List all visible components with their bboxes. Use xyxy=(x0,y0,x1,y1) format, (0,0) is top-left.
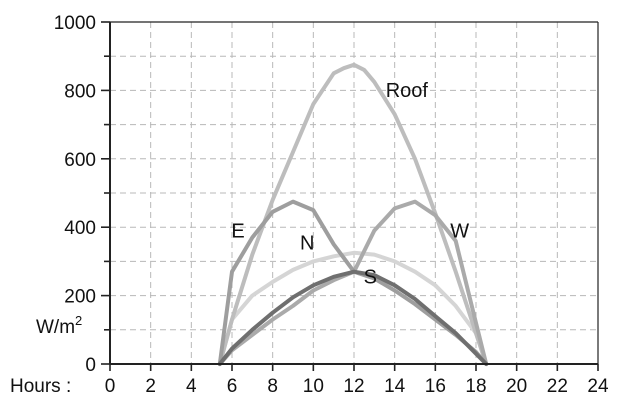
y-axis-label-superscript: 2 xyxy=(75,313,82,328)
x-tick-label: 22 xyxy=(547,376,568,397)
x-tick-label: 10 xyxy=(303,376,324,397)
x-tick-label: 8 xyxy=(267,376,278,397)
y-tick-label: 800 xyxy=(64,81,96,102)
series-label-n: N xyxy=(300,232,314,254)
series-lines xyxy=(217,62,489,366)
x-tick-label: 6 xyxy=(227,376,238,397)
x-tick-label: 16 xyxy=(425,376,446,397)
x-tick-label: 2 xyxy=(145,376,156,397)
series-line-roof xyxy=(217,62,489,366)
series-line-n xyxy=(217,250,489,366)
x-tick-label: 12 xyxy=(343,376,364,397)
y-tick-label: 400 xyxy=(64,218,96,239)
x-tick-label: 4 xyxy=(186,376,197,397)
y-axis-label: W/m2 xyxy=(36,313,82,338)
x-tick-label: 14 xyxy=(384,376,406,397)
axes xyxy=(101,21,599,371)
series-label-roof: Roof xyxy=(386,80,429,102)
y-tick-label: 0 xyxy=(85,355,96,376)
grid xyxy=(110,21,599,364)
series-line-s xyxy=(217,269,489,366)
x-tick-label: 0 xyxy=(105,376,116,397)
y-tick-label: 600 xyxy=(64,150,96,171)
y-tick-label: 1000 xyxy=(54,13,96,34)
series-label-w: W xyxy=(450,220,469,242)
x-axis-label: Hours : xyxy=(10,376,71,397)
series-label-s: S xyxy=(364,267,377,289)
x-tick-label: 24 xyxy=(587,376,609,397)
x-tick-label: 18 xyxy=(465,376,486,397)
x-tick-label: 20 xyxy=(506,376,527,397)
series-label-e: E xyxy=(231,220,244,242)
y-tick-label: 200 xyxy=(64,287,96,308)
